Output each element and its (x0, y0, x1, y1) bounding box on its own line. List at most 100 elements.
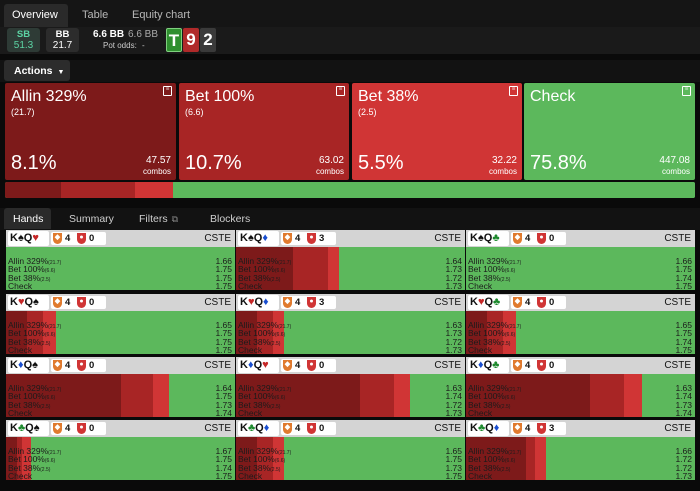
cste-label: CSTE (434, 233, 461, 244)
action-line: Bet 38%(2.5) 1.72 (468, 463, 692, 472)
blocker-count-2: 0 (319, 423, 325, 434)
hand-header: K♥Q♣ ◆ 4 ● 0 CSTE (466, 294, 695, 311)
action-line-name: Allin 329% (238, 256, 279, 266)
suit-1-icon: ♠ (17, 232, 24, 244)
action-line-name: Bet 100% (8, 391, 45, 402)
tab-filters[interactable]: Filters ⧉ (130, 208, 180, 229)
action-box[interactable]: Bet 38% (2.5) 5.5% 32.22 combos ≡ (352, 83, 522, 180)
hand-cell[interactable]: K♦Q♣ ◆ 4 ● 0 CSTE Allin 329%(21.7) 1.63 Bet 100%… (466, 357, 695, 417)
hand-label: K♥Q♠ (8, 295, 49, 310)
hand-cell[interactable]: K♣Q♦ ◆ 4 ● 0 CSTE Allin 329%(21.7) 1.65 Bet 100%… (236, 420, 465, 480)
action-ev: 1.72 (445, 272, 462, 283)
blocker-count-1: 4 (295, 360, 301, 371)
action-line-name: Check (8, 470, 33, 480)
hand-header: K♦Q♠ ◆ 4 ● 0 CSTE (6, 357, 235, 374)
action-line: Bet 100%(6.6) 1.75 (468, 328, 692, 338)
shield-icon: ◆ (513, 297, 522, 308)
action-ev: 1.63 (445, 320, 462, 330)
action-line: Check 1.75 (8, 345, 232, 354)
blocker-count-2: 3 (319, 297, 325, 308)
hand-strategy-segment (6, 311, 27, 354)
action-line-label: Check (238, 408, 262, 417)
hand-label: K♦Q♣ (468, 358, 509, 373)
hand-cell[interactable]: K♥Q♣ ◆ 4 ● 0 CSTE Allin 329%(21.7) 1.65 Bet 100%… (466, 294, 695, 354)
action-line-label: Bet 100%(6.6) (8, 264, 55, 274)
rank-1: K (470, 359, 478, 371)
hand-cell[interactable]: K♥Q♠ ◆ 4 ● 0 CSTE Allin 329%(21.7) 1.65 Bet 100%… (6, 294, 235, 354)
hand-strategy-segment (466, 374, 590, 417)
frequency-segment (5, 182, 61, 198)
hand-cell[interactable]: K♣Q♠ ◆ 4 ● 0 CSTE Allin 329%(21.7) 1.67 Bet 100%… (6, 420, 235, 480)
blocker-count-1: 4 (525, 233, 531, 244)
hand-action-list: Allin 329%(21.7) 1.67 Bet 100%(6.6) 1.75 Bet… (8, 447, 232, 480)
action-size: (6.6) (185, 107, 204, 117)
blocker-count-1: 4 (295, 233, 301, 244)
position-bb[interactable]: BB 21.7 (46, 28, 79, 52)
hand-label: K♦Q♠ (8, 358, 49, 373)
action-ev: 1.74 (675, 407, 692, 417)
notes-icon[interactable]: ≡ (336, 86, 345, 96)
hand-label: K♥Q♣ (468, 295, 509, 310)
action-line-name: Allin 329% (8, 446, 49, 456)
position-sb[interactable]: SB 51.3 (7, 28, 40, 52)
action-line-name: Bet 38% (8, 462, 41, 473)
action-line-label: Bet 38%(2.5) (238, 463, 280, 472)
hand-cell[interactable]: K♠Q♥ ◆ 4 ● 0 CSTE Allin 329%(21.7) 1.66 Bet 100%… (6, 230, 235, 290)
tab-table[interactable]: Table (82, 9, 109, 21)
shield-icon: ◆ (283, 297, 292, 308)
action-line: Bet 100%(6.6) 1.73 (238, 265, 462, 274)
notes-icon[interactable]: ≡ (163, 86, 172, 96)
suit-1-icon: ♦ (247, 359, 254, 371)
tab-summary[interactable]: Summary (69, 213, 114, 225)
hand-strategy-segment (327, 247, 340, 290)
action-line-label: Bet 100%(6.6) (468, 454, 515, 464)
cste-label: CSTE (664, 233, 691, 244)
tab-equity-chart[interactable]: Equity chart (132, 9, 191, 21)
tab-blockers[interactable]: Blockers (210, 213, 251, 225)
notes-icon[interactable]: ≡ (509, 86, 518, 96)
actions-dropdown[interactable]: Actions ▼ (4, 60, 70, 81)
hand-header: K♠Q♦ ◆ 4 ● 3 CSTE (236, 230, 465, 247)
blocker-badge-1: ◆ 4 (51, 422, 82, 435)
hand-cell[interactable]: K♦Q♠ ◆ 4 ● 0 CSTE Allin 329%(21.7) 1.64 Bet 100%… (6, 357, 235, 417)
action-line-name: Check (238, 470, 263, 480)
tab-overview[interactable]: Overview (4, 4, 68, 27)
hand-cell[interactable]: K♥Q♦ ◆ 4 ● 3 CSTE Allin 329%(21.7) 1.63 Bet 100%… (236, 294, 465, 354)
hand-cell[interactable]: K♠Q♣ ◆ 4 ● 0 CSTE Allin 329%(21.7) 1.66 Bet 100%… (466, 230, 695, 290)
suit-2-icon: ♦ (263, 422, 270, 434)
suit-1-icon: ♥ (247, 296, 255, 308)
action-line-name: Bet 38% (468, 399, 501, 410)
pot-size: 6.6 BB (93, 29, 125, 40)
action-name: Check (530, 88, 576, 105)
blocker-count-2: 0 (549, 233, 555, 244)
action-box[interactable]: Bet 100% (6.6) 10.7% 63.02 combos ≡ (179, 83, 349, 180)
hand-strategy-segment (26, 311, 43, 354)
hand-cell[interactable]: K♣Q♦ ◆ 4 ● 3 CSTE Allin 329%(21.7) 1.66 Bet 100%… (466, 420, 695, 480)
action-line: Check 1.75 (8, 281, 232, 290)
hand-cell[interactable]: K♦Q♥ ◆ 4 ● 0 CSTE Allin 329%(21.7) 1.63 Bet 100%… (236, 357, 465, 417)
blocker-badge-1: ◆ 4 (281, 296, 312, 309)
rank-2: Q (485, 422, 494, 434)
action-line: Check 1.75 (468, 345, 692, 354)
action-line: Bet 100%(6.6) 1.75 (8, 455, 232, 464)
action-box[interactable]: Check 75.8% 447.08 combos ≡ (524, 83, 695, 180)
info-bar: SB 51.3 BB 21.7 6.6 BB 6.6 BB Pot odds: … (0, 27, 700, 54)
action-line-size: (21.7) (48, 387, 62, 393)
hand-strategy-segment (6, 374, 121, 417)
tab-hands[interactable]: Hands (4, 208, 51, 229)
action-line-size: (6.6) (504, 458, 516, 465)
action-line: Allin 329%(21.7) 1.66 (8, 256, 232, 266)
action-line-name: Bet 38% (238, 399, 271, 410)
hand-action-list: Allin 329%(21.7) 1.64 Bet 100%(6.6) 1.75 Bet… (8, 384, 232, 417)
action-line-label: Bet 100%(6.6) (468, 391, 515, 401)
action-line-label: Allin 329%(21.7) (8, 446, 61, 456)
notes-icon[interactable]: ≡ (682, 86, 691, 96)
action-line-name: Allin 329% (8, 256, 49, 266)
action-ev: 1.67 (215, 446, 232, 456)
hand-cell[interactable]: K♠Q♦ ◆ 4 ● 3 CSTE Allin 329%(21.7) 1.64 Bet 100%… (236, 230, 465, 290)
action-line-size: (2.5) (500, 276, 511, 283)
action-ev: 1.65 (215, 320, 232, 330)
action-box[interactable]: Allin 329% (21.7) 8.1% 47.57 combos ≡ (5, 83, 176, 180)
action-line-label: Bet 100%(6.6) (468, 328, 515, 338)
action-line: Check 1.74 (468, 407, 692, 417)
